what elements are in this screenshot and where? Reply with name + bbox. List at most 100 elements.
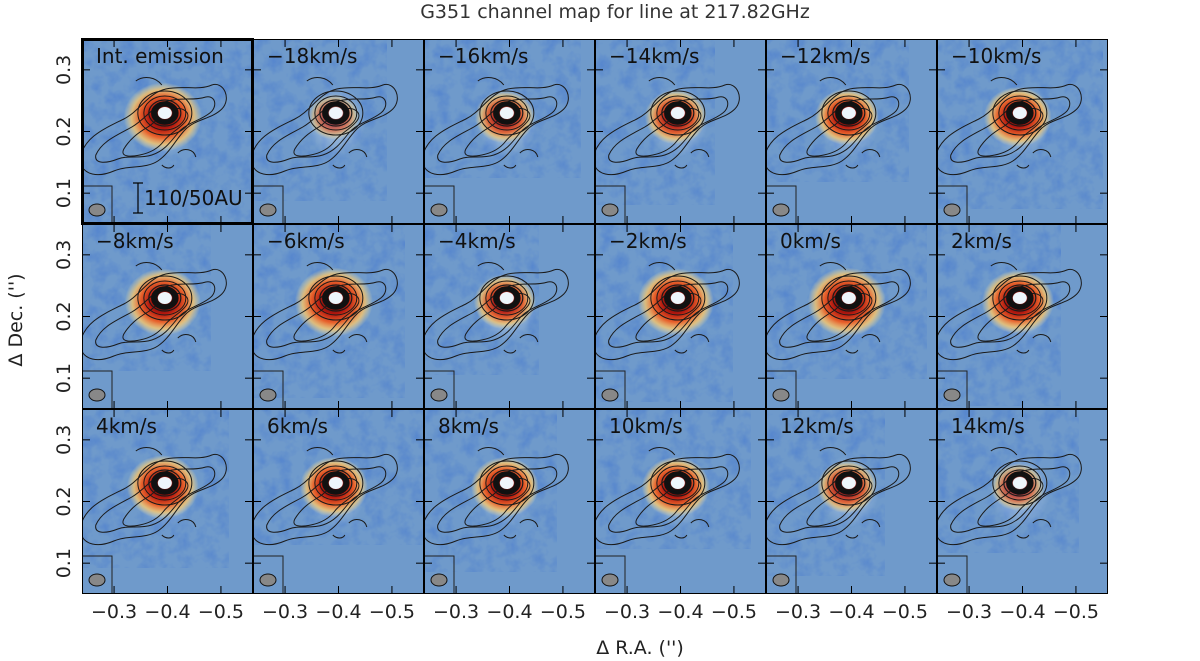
x-tick-label: −0.4 — [486, 601, 532, 623]
channel-panel: −2km/s — [595, 224, 766, 409]
panel-label: 10km/s — [609, 414, 683, 438]
beam-box — [766, 370, 797, 409]
panel-frame — [595, 39, 766, 224]
x-tick-label: −0.5 — [540, 601, 586, 623]
tick-labels: −0.3 −0.4 −0.5 −0.3 −0.4 −0.5 −0.3 −0.4 −0.5 −0.3… — [53, 55, 1099, 623]
channel-panel: −8km/s — [82, 224, 253, 409]
beam-box — [595, 185, 626, 224]
panel-label: −4km/s — [438, 229, 516, 253]
continuum-peak — [499, 107, 514, 119]
panel-label: −18km/s — [267, 44, 357, 68]
beam-ellipse — [259, 573, 277, 587]
beam-box — [424, 555, 455, 594]
panel-frame — [937, 409, 1108, 594]
continuum-peak — [841, 292, 856, 304]
beam-box — [937, 555, 968, 594]
beam-box — [937, 185, 968, 224]
panel-frame — [424, 224, 595, 409]
channel-panel: −4km/s — [424, 224, 595, 409]
beam-ellipse — [430, 388, 448, 402]
panel-label: −2km/s — [609, 229, 687, 253]
beam-ellipse — [88, 573, 106, 587]
panel-frame — [424, 39, 595, 224]
x-tick-label: −0.5 — [1053, 601, 1099, 623]
beam-box — [253, 555, 284, 594]
channel-panel: −10km/s — [937, 39, 1108, 224]
beam-box — [82, 555, 113, 594]
y-tick-label: 0.3 — [53, 55, 75, 85]
beam-box — [253, 370, 284, 409]
y-tick-label: 0.1 — [53, 363, 75, 393]
beam-box — [937, 370, 968, 409]
beam-ellipse — [430, 573, 448, 587]
x-tick-label: −0.4 — [828, 601, 874, 623]
beam-box — [766, 185, 797, 224]
channel-panel: 14km/s — [937, 409, 1108, 594]
x-tick-label: −0.4 — [315, 601, 361, 623]
x-tick-label: −0.5 — [882, 601, 928, 623]
panel-frame — [82, 409, 253, 594]
y-tick-label: 0.3 — [53, 425, 75, 455]
y-tick-label: 0.1 — [53, 178, 75, 208]
continuum-peak — [841, 107, 856, 119]
channel-panel: −6km/s — [253, 224, 424, 409]
channel-panel: −14km/s — [595, 39, 766, 224]
beam-box — [424, 185, 455, 224]
continuum-peak — [499, 292, 514, 304]
channel-panel: 10km/s — [595, 409, 766, 594]
beam-ellipse — [88, 203, 106, 217]
panel-label: −8km/s — [96, 229, 174, 253]
continuum-peak — [157, 292, 172, 304]
channel-panel: −12km/s — [766, 39, 937, 224]
panel-frame — [937, 224, 1108, 409]
panel-label: 4km/s — [96, 414, 157, 438]
y-tick-label: 0.2 — [53, 301, 75, 331]
continuum-peak — [499, 477, 514, 489]
continuum-peak — [157, 107, 172, 119]
beam-ellipse — [259, 388, 277, 402]
beam-ellipse — [601, 573, 619, 587]
panel-label: 12km/s — [780, 414, 854, 438]
x-tick-label: −0.3 — [775, 601, 821, 623]
continuum-peak — [670, 292, 685, 304]
beam-ellipse — [88, 388, 106, 402]
x-tick-label: −0.4 — [657, 601, 703, 623]
beam-box — [82, 185, 113, 224]
beam-ellipse — [943, 203, 961, 217]
x-tick-label: −0.5 — [369, 601, 415, 623]
beam-ellipse — [601, 203, 619, 217]
panel-label: −12km/s — [780, 44, 870, 68]
x-tick-label: −0.3 — [433, 601, 479, 623]
continuum-peak — [1012, 477, 1027, 489]
panel-frame — [253, 39, 424, 224]
channel-panel: 4km/s — [82, 409, 253, 594]
y-axis-label: Δ Dec. ('') — [5, 273, 27, 366]
x-tick-label: −0.4 — [144, 601, 190, 623]
x-tick-label: −0.5 — [198, 601, 244, 623]
panel-label: 2km/s — [951, 229, 1012, 253]
panel-frame — [424, 409, 595, 594]
channel-panel: Int. emission 110/50AU — [81, 38, 254, 225]
x-tick-label: −0.4 — [999, 601, 1045, 623]
panel-frame — [595, 409, 766, 594]
beam-ellipse — [772, 203, 790, 217]
panel-label: 0km/s — [780, 229, 841, 253]
panel-frame — [766, 409, 937, 594]
x-tick-label: −0.3 — [946, 601, 992, 623]
beam-box — [595, 370, 626, 409]
continuum-peak — [1012, 292, 1027, 304]
panel-label: 8km/s — [438, 414, 499, 438]
scale-bar-label: 110/50AU — [144, 186, 243, 210]
panel-frame — [253, 409, 424, 594]
panel-label: −6km/s — [267, 229, 345, 253]
beam-box — [82, 370, 113, 409]
continuum-peak — [670, 477, 685, 489]
panel-frame — [766, 39, 937, 224]
beam-ellipse — [430, 203, 448, 217]
panel-label: −10km/s — [951, 44, 1041, 68]
y-tick-label: 0.1 — [53, 548, 75, 578]
panel-frame — [766, 224, 937, 409]
panel-frame — [81, 38, 254, 225]
y-tick-label: 0.2 — [53, 116, 75, 146]
